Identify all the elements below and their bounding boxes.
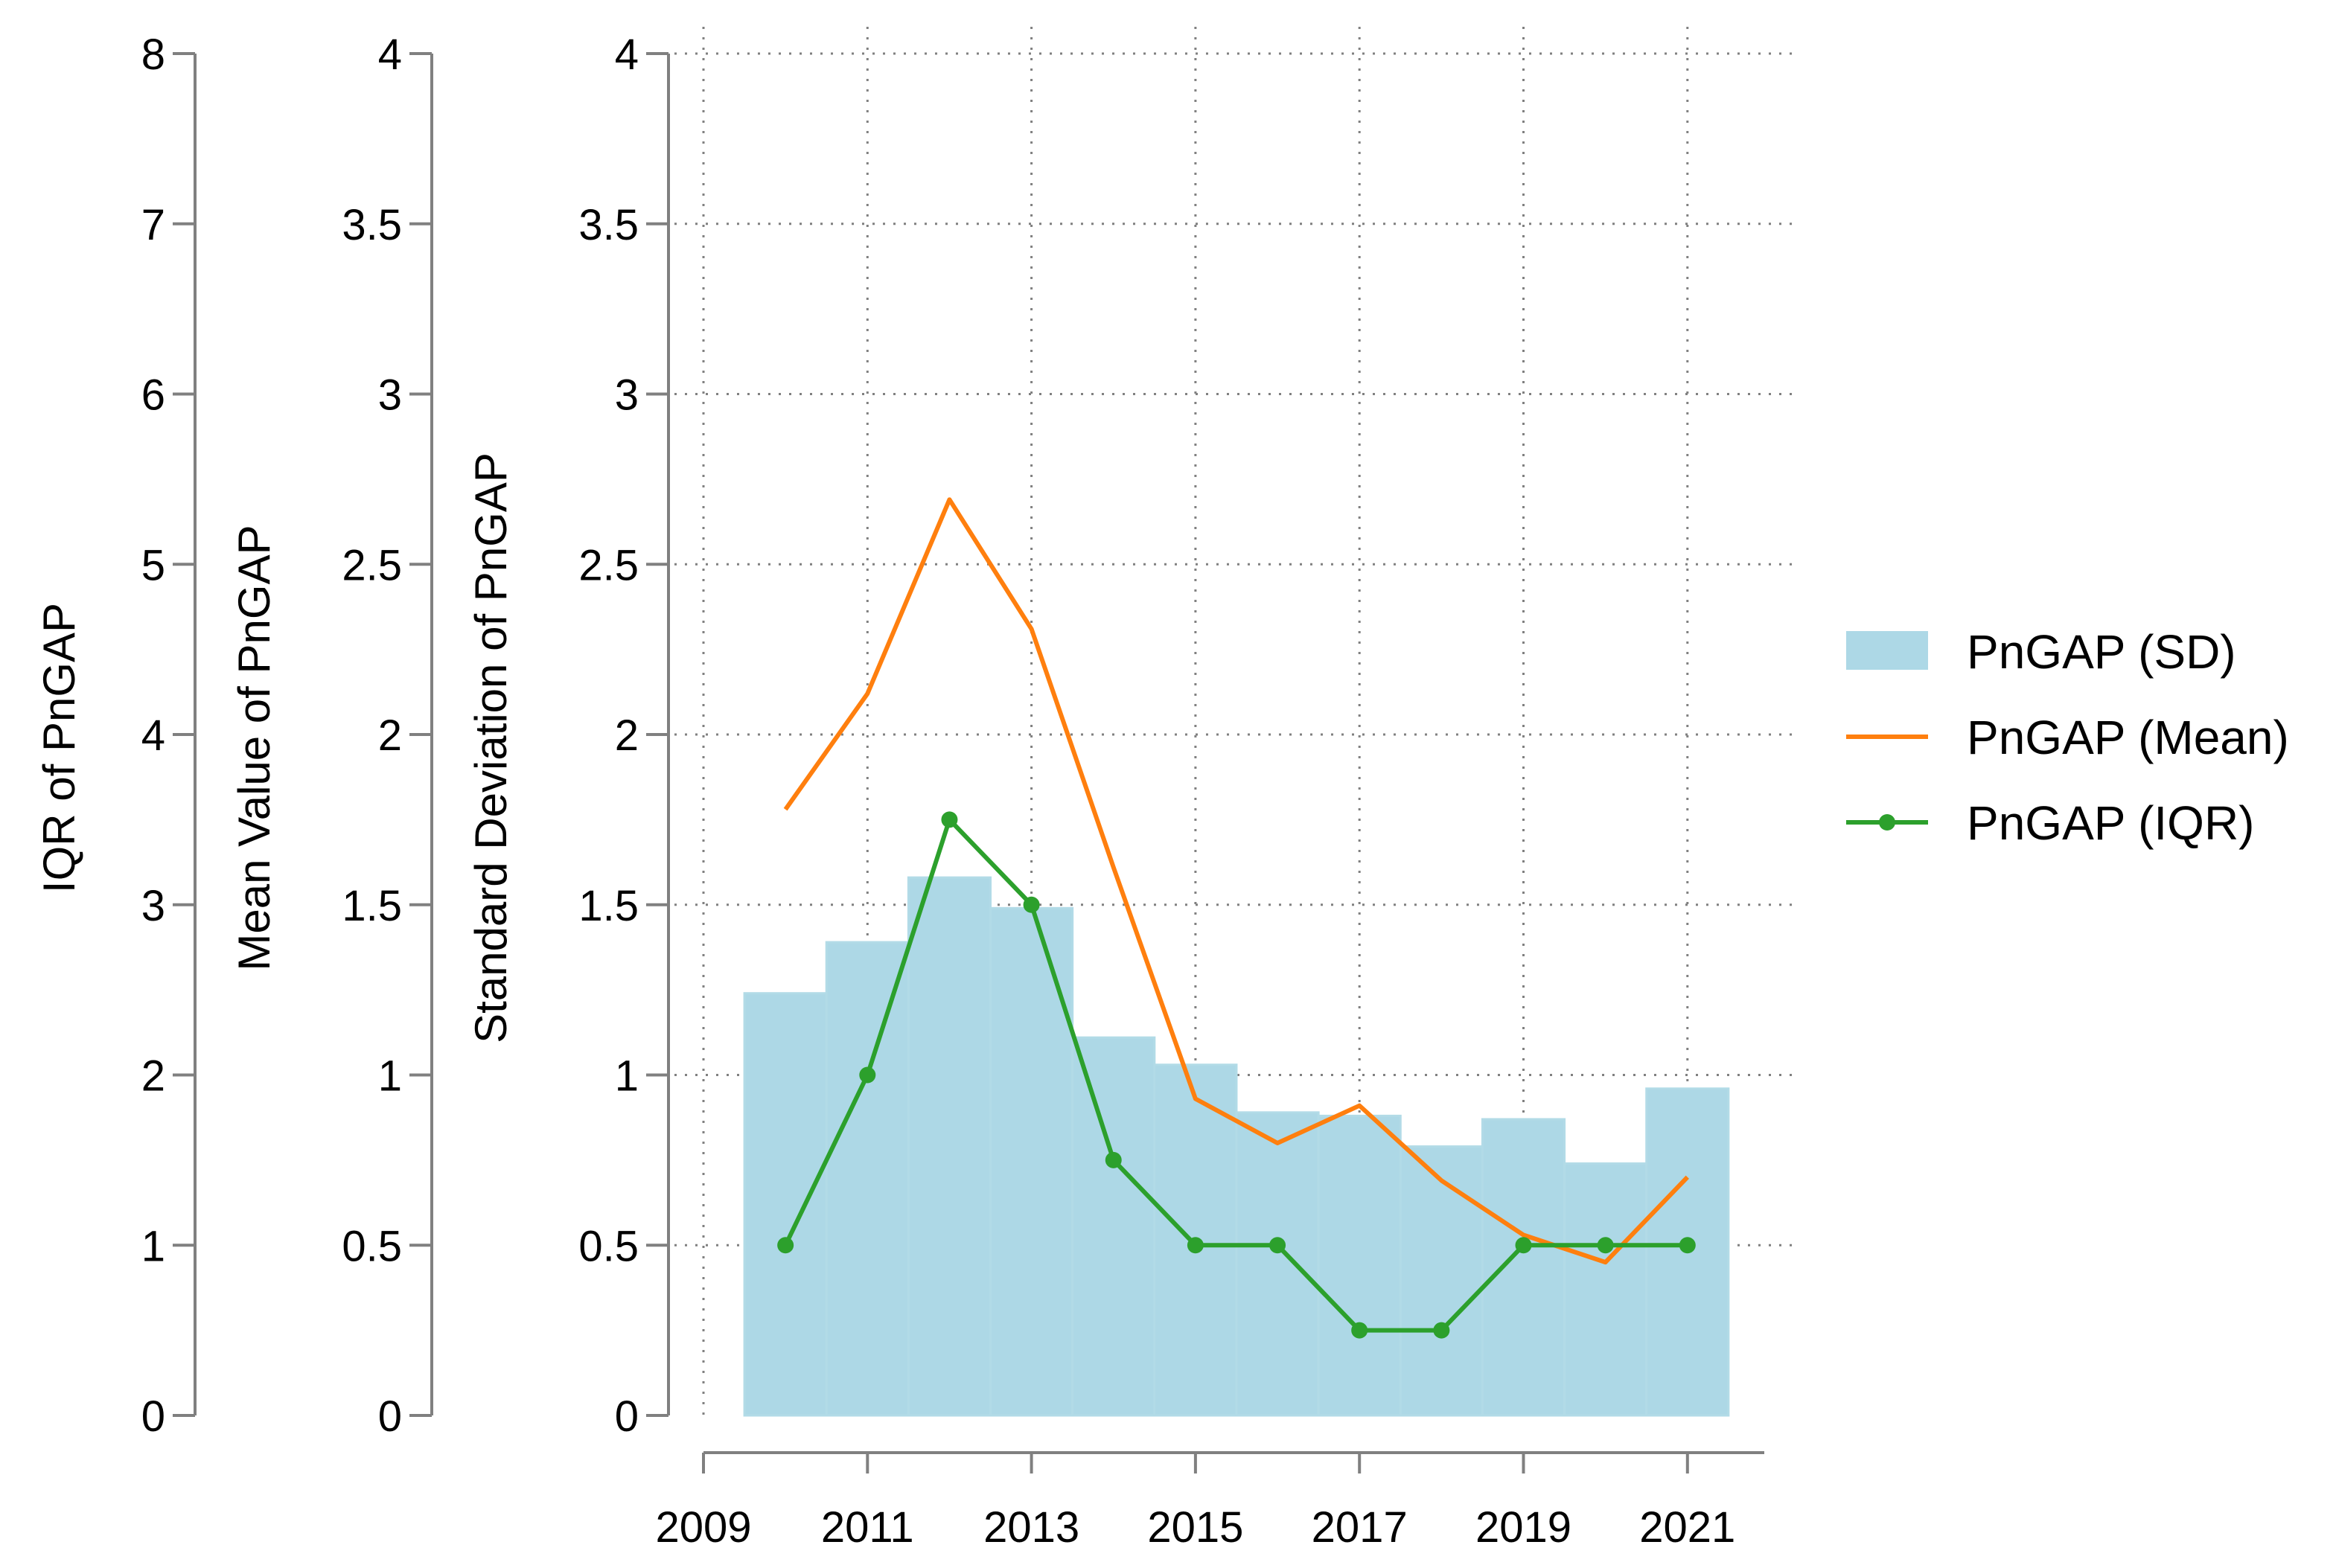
mean-tick-label: 1.5	[342, 882, 402, 930]
legend-sd-swatch	[1846, 631, 1928, 670]
iqr-point-2015	[1187, 1237, 1204, 1254]
sd-bar-2018	[1399, 1145, 1484, 1417]
sd-bar-2017	[1317, 1114, 1402, 1417]
mean-tick-label: 2	[378, 711, 402, 760]
x-tick-label: 2009	[655, 1503, 751, 1552]
sd-tick-label: 3.5	[578, 201, 639, 249]
legend-item-sd[interactable]: PnGAP (SD)	[1846, 625, 2236, 679]
iqr-point-2017	[1351, 1322, 1368, 1339]
iqr-tick-label: 0	[141, 1392, 165, 1441]
iqr-point-2019	[1515, 1237, 1532, 1254]
iqr-tick-label: 2	[141, 1052, 165, 1101]
iqr-point-2010	[777, 1237, 794, 1254]
sd-bar-2020	[1563, 1162, 1648, 1417]
sd-tick-label: 1	[615, 1052, 639, 1101]
sd-axis-title: Standard Deviation of PnGAP	[466, 452, 516, 1043]
iqr-tick-label: 7	[141, 201, 165, 249]
mean-tick-label: 3.5	[342, 201, 402, 249]
legend-item-mean[interactable]: PnGAP (Mean)	[1846, 711, 2289, 764]
iqr-point-2020	[1597, 1237, 1614, 1254]
legend-item-iqr[interactable]: PnGAP (IQR)	[1846, 796, 2254, 850]
sd-tick-label: 4	[615, 31, 639, 79]
iqr-point-2013	[1023, 896, 1040, 913]
iqr-point-2014	[1105, 1151, 1122, 1168]
mean-line	[783, 497, 1689, 1265]
iqr-tick-label: 8	[141, 31, 165, 79]
iqr-tick-label: 6	[141, 371, 165, 420]
sd-tick-label: 0.5	[578, 1222, 639, 1270]
sd-bar-2016	[1235, 1111, 1320, 1417]
sd-tick-label: 0	[615, 1392, 639, 1441]
sd-bar-2014	[1071, 1036, 1156, 1417]
mean-tick-label: 3	[378, 371, 402, 420]
legend-iqr-label: PnGAP (IQR)	[1967, 796, 2254, 850]
x-tick-label: 2013	[983, 1503, 1079, 1552]
legend-sd-label: PnGAP (SD)	[1967, 625, 2236, 679]
iqr-point-2016	[1269, 1237, 1286, 1254]
mean-tick-label: 2.5	[342, 541, 402, 589]
iqr-point-2012	[941, 811, 958, 828]
legend: PnGAP (SD) PnGAP (Mean) PnGAP (IQR)	[1846, 625, 2289, 850]
x-tick-label: 2017	[1312, 1503, 1408, 1552]
sd-tick-label: 3	[615, 371, 639, 420]
iqr-tick-label: 3	[141, 882, 165, 930]
mean-tick-label: 1	[378, 1052, 402, 1101]
iqr-point-2021	[1679, 1237, 1696, 1254]
sd-bar-2011	[825, 941, 910, 1417]
mean-axis-title: Mean Value of PnGAP	[229, 525, 279, 970]
legend-iqr-marker	[1879, 814, 1895, 831]
iqr-tick-label: 5	[141, 541, 165, 589]
sd-bars	[743, 876, 1730, 1417]
iqr-point-2011	[859, 1066, 876, 1084]
data-lines	[777, 497, 1696, 1339]
sd-bar-2010	[743, 992, 828, 1417]
iqr-point-2018	[1433, 1322, 1450, 1339]
sd-tick-label: 1.5	[578, 882, 639, 930]
sd-tick-label: 2	[615, 711, 639, 760]
legend-mean-label: PnGAP (Mean)	[1967, 711, 2289, 764]
axes: 0 1 2 3 4 5 6 7 8 0 0.5 1 1.5 2 2.5 3 3.5 4 0 0.5 1 1.5 2 2.5 3 3…	[141, 31, 1764, 1552]
mean-tick-label: 4	[378, 31, 402, 79]
x-tick-label: 2021	[1639, 1503, 1735, 1552]
x-tick-label: 2011	[821, 1503, 914, 1552]
mean-tick-label: 0.5	[342, 1222, 402, 1270]
sd-tick-label: 2.5	[578, 541, 639, 589]
x-tick-label: 2015	[1147, 1503, 1243, 1552]
x-tick-label: 2019	[1475, 1503, 1571, 1552]
iqr-axis-title: IQR of PnGAP	[34, 603, 84, 893]
sd-bar-2013	[989, 906, 1074, 1417]
iqr-tick-label: 1	[141, 1222, 165, 1270]
iqr-tick-label: 4	[141, 711, 165, 760]
iqr-line	[783, 817, 1688, 1333]
sd-bar-2019	[1481, 1118, 1566, 1417]
mean-tick-label: 0	[378, 1392, 402, 1441]
sd-bar-2012	[907, 876, 992, 1417]
